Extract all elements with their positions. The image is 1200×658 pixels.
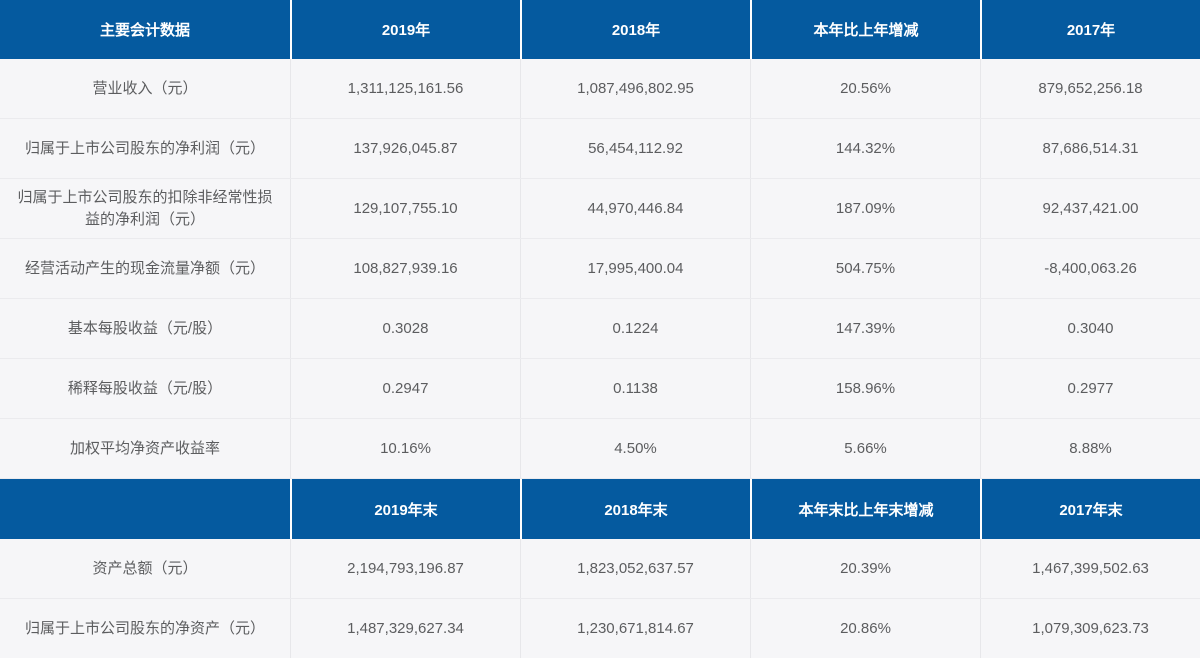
table-row-operating-revenue: 营业收入（元） 1,311,125,161.56 1,087,496,802.9… — [0, 59, 1200, 119]
row-label: 经营活动产生的现金流量净额（元） — [24, 259, 265, 277]
row-label: 稀释每股收益（元/股） — [67, 379, 223, 397]
cell-value: 92,437,421.00 — [980, 179, 1200, 238]
cell-value: 20.86% — [750, 599, 980, 658]
cell-value: 108,827,939.16 — [290, 239, 520, 298]
col-header-2017: 2017年 — [980, 0, 1200, 59]
cell-value: 2,194,793,196.87 — [290, 539, 520, 598]
cell-value: 0.2947 — [290, 359, 520, 418]
col-header-2018-end: 2018年末 — [520, 479, 750, 539]
cell-value: 1,311,125,161.56 — [290, 59, 520, 118]
table-row-operating-cash-flow: 经营活动产生的现金流量净额（元） 108,827,939.16 17,995,4… — [0, 239, 1200, 299]
cell-value: 158.96% — [750, 359, 980, 418]
cell-value: 56,454,112.92 — [520, 119, 750, 178]
cell-value: 1,230,671,814.67 — [520, 599, 750, 658]
row-label: 归属于上市公司股东的净资产（元） — [24, 619, 265, 637]
cell-value: 1,079,309,623.73 — [980, 599, 1200, 658]
row-label: 归属于上市公司股东的净利润（元） — [24, 139, 265, 157]
row-label: 加权平均净资产收益率 — [69, 439, 220, 457]
table-row-total-assets: 资产总额（元） 2,194,793,196.87 1,823,052,637.5… — [0, 539, 1200, 599]
cell-value: 1,087,496,802.95 — [520, 59, 750, 118]
table-row-net-assets: 归属于上市公司股东的净资产（元） 1,487,329,627.34 1,230,… — [0, 599, 1200, 658]
cell-value: 1,467,399,502.63 — [980, 539, 1200, 598]
cell-value: 0.3040 — [980, 299, 1200, 358]
annual-header-row: 主要会计数据 2019年 2018年 本年比上年增减 2017年 — [0, 0, 1200, 59]
table-row-net-profit-excl-nonrecurring: 归属于上市公司股东的扣除非经常性损益的净利润（元） 129,107,755.10… — [0, 179, 1200, 239]
cell-value: 504.75% — [750, 239, 980, 298]
row-label: 归属于上市公司股东的扣除非经常性损益的净利润（元） — [17, 188, 273, 228]
table-row-weighted-avg-roe: 加权平均净资产收益率 10.16% 4.50% 5.66% 8.88% — [0, 419, 1200, 479]
cell-value: 187.09% — [750, 179, 980, 238]
table-row-basic-eps: 基本每股收益（元/股） 0.3028 0.1224 147.39% 0.3040 — [0, 299, 1200, 359]
col-header-2017-end: 2017年末 — [980, 479, 1200, 539]
cell-value: 17,995,400.04 — [520, 239, 750, 298]
table-row-net-profit: 归属于上市公司股东的净利润（元） 137,926,045.87 56,454,1… — [0, 119, 1200, 179]
cell-value: 10.16% — [290, 419, 520, 478]
cell-value: 137,926,045.87 — [290, 119, 520, 178]
col-header-blank — [0, 479, 290, 539]
cell-value: 0.1138 — [520, 359, 750, 418]
table-row-diluted-eps: 稀释每股收益（元/股） 0.2947 0.1138 158.96% 0.2977 — [0, 359, 1200, 419]
cell-value: 129,107,755.10 — [290, 179, 520, 238]
cell-value: 20.56% — [750, 59, 980, 118]
col-header-yearend-change: 本年末比上年末增减 — [750, 479, 980, 539]
cell-value: 1,487,329,627.34 — [290, 599, 520, 658]
cell-value: 5.66% — [750, 419, 980, 478]
cell-value: 20.39% — [750, 539, 980, 598]
cell-value: 1,823,052,637.57 — [520, 539, 750, 598]
row-label: 营业收入（元） — [92, 79, 198, 97]
cell-value: 0.1224 — [520, 299, 750, 358]
col-header-2019-end: 2019年末 — [290, 479, 520, 539]
cell-value: 147.39% — [750, 299, 980, 358]
cell-value: 0.2977 — [980, 359, 1200, 418]
row-label: 资产总额（元） — [92, 559, 198, 577]
cell-value: 879,652,256.18 — [980, 59, 1200, 118]
col-header-2019: 2019年 — [290, 0, 520, 59]
row-label: 基本每股收益（元/股） — [67, 319, 223, 337]
cell-value: 44,970,446.84 — [520, 179, 750, 238]
cell-value: 8.88% — [980, 419, 1200, 478]
cell-value: 87,686,514.31 — [980, 119, 1200, 178]
cell-value: 0.3028 — [290, 299, 520, 358]
col-header-yoy-change: 本年比上年增减 — [750, 0, 980, 59]
col-header-main: 主要会计数据 — [99, 22, 190, 39]
cell-value: 4.50% — [520, 419, 750, 478]
yearend-header-row: 2019年末 2018年末 本年末比上年末增减 2017年末 — [0, 479, 1200, 539]
cell-value: -8,400,063.26 — [980, 239, 1200, 298]
col-header-2018: 2018年 — [520, 0, 750, 59]
cell-value: 144.32% — [750, 119, 980, 178]
